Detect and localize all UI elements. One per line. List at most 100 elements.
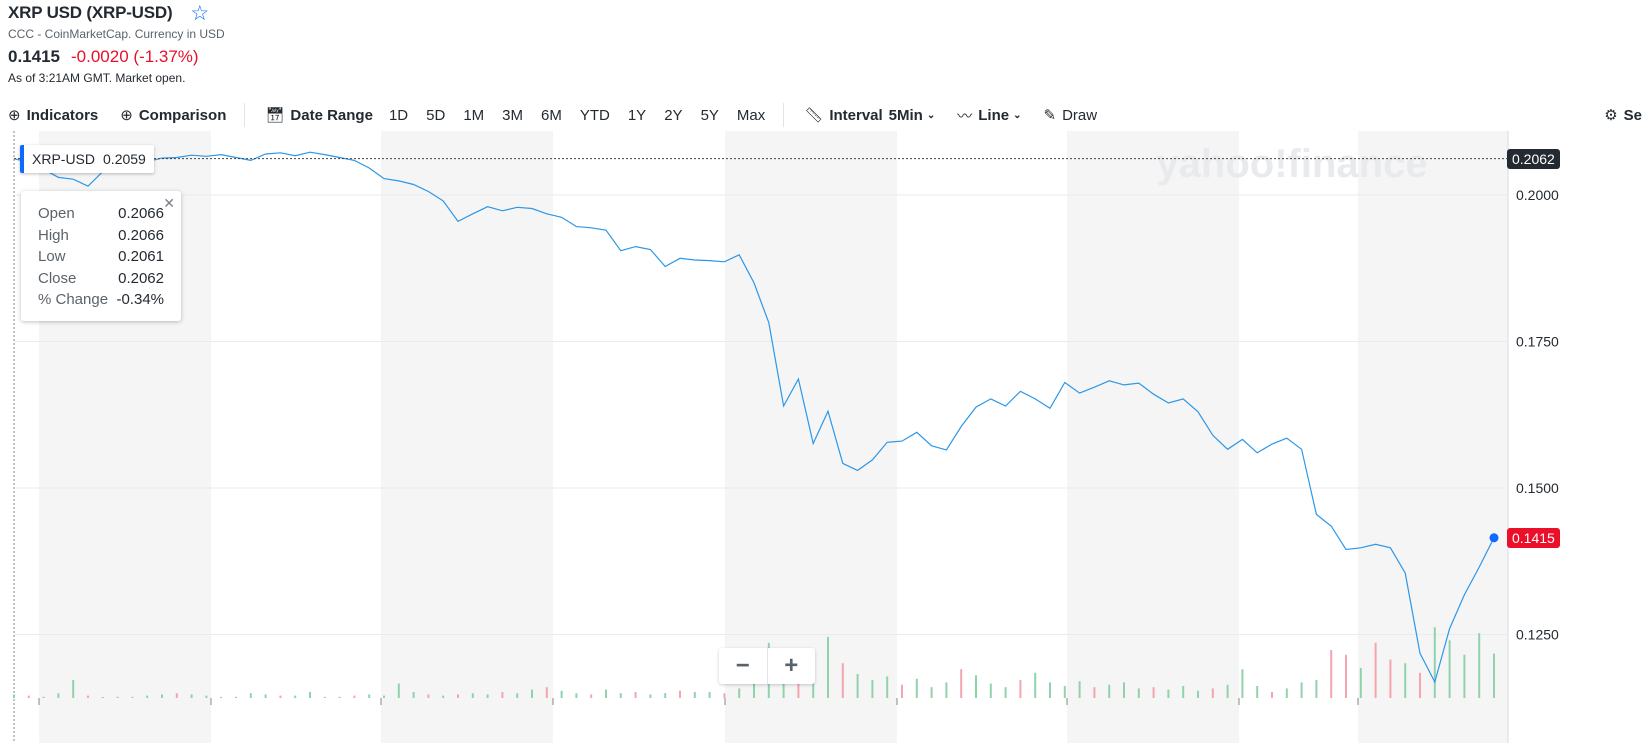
crosshair-price-tag: 0.2062	[1507, 148, 1560, 169]
date-range-label: Date Range	[290, 106, 373, 124]
range-5y[interactable]: 5Y	[700, 106, 719, 124]
volume-bar	[1374, 642, 1377, 698]
range-ytd[interactable]: YTD	[579, 106, 610, 124]
chart-type-dropdown[interactable]: 〰 Line ⌄	[957, 105, 1021, 126]
plus-circle-icon: ⊕	[120, 107, 133, 124]
volume-bar	[708, 692, 711, 698]
range-3m[interactable]: 3M	[502, 106, 523, 124]
volume-bar	[13, 694, 15, 698]
volume-bar	[1271, 692, 1273, 698]
volume-bar	[1078, 681, 1081, 698]
pencil-icon: ✎	[1043, 107, 1057, 124]
volume-bar	[1049, 682, 1051, 698]
volume-bar	[1359, 668, 1362, 698]
volume-bar	[1256, 686, 1259, 698]
volume-bar	[1389, 659, 1392, 698]
volume-bar	[753, 670, 755, 698]
volume-bar	[205, 695, 208, 698]
volume-bar	[738, 688, 741, 698]
draw-button[interactable]: ✎ Draw	[1043, 106, 1097, 125]
range-max[interactable]: Max	[736, 106, 766, 124]
volume-bar	[42, 696, 45, 698]
volume-bar	[338, 696, 341, 698]
volume-bar	[975, 675, 977, 698]
volume-bar	[915, 678, 918, 698]
volume-bar	[57, 693, 60, 698]
range-1m[interactable]: 1M	[463, 106, 485, 124]
symbol-title: XRP USD (XRP-USD)	[8, 3, 173, 22]
volume-bar	[368, 694, 371, 698]
indicators-button[interactable]: ⊕ Indicators	[8, 106, 98, 125]
close-icon[interactable]: ✕	[163, 195, 175, 211]
range-6m[interactable]: 6M	[541, 106, 562, 124]
volume-bar	[131, 696, 134, 698]
ohlc-tooltip: ✕ Open 0.2066 High 0.2066 Low 0.2061 Close 0…	[21, 191, 181, 321]
volume-bar	[945, 682, 948, 698]
volume-bar	[856, 674, 859, 698]
volume-bar	[1419, 672, 1421, 698]
volume-bar	[501, 692, 504, 698]
last-price-tag: 0.1415	[1507, 527, 1560, 548]
volume-bar	[471, 693, 474, 698]
volume-bar	[1330, 650, 1333, 698]
tooltip-pct-change: % Change -0.34%	[38, 291, 164, 308]
tooltip-value: -0.34%	[116, 291, 164, 308]
settings-button[interactable]: ⚙ Se	[1604, 106, 1642, 125]
zoom-out-button[interactable]: −	[735, 652, 750, 679]
tooltip-value: 0.2062	[118, 270, 164, 287]
volume-bar	[989, 683, 992, 698]
calendar-icon: 📅︎	[265, 107, 285, 124]
volume-bar	[1226, 684, 1229, 698]
volume-bar	[516, 693, 519, 698]
volume-bar	[560, 690, 563, 698]
quote-header: XRP USD (XRP-USD) ☆ CCC - CoinMarketCap.…	[8, 1, 225, 86]
volume-bar	[1315, 680, 1318, 698]
volume-bar	[886, 676, 889, 698]
tooltip-label: Close	[38, 270, 77, 287]
tooltip-open: Open 0.2066	[38, 205, 164, 222]
interval-value: 5Min	[888, 106, 923, 124]
tooltip-label: High	[38, 227, 69, 244]
y-tick-label: 0.1250	[1516, 627, 1559, 643]
volume-bar	[1182, 686, 1185, 698]
volume-bar	[1404, 663, 1407, 698]
tooltip-label: % Change	[38, 291, 109, 308]
quote-source: CCC - CoinMarketCap. Currency in USD	[8, 27, 225, 41]
range-1d[interactable]: 1D	[388, 106, 409, 124]
volume-bar	[634, 692, 637, 698]
volume-bar	[960, 669, 963, 698]
volume-bar	[871, 680, 874, 698]
volume-bar	[901, 684, 903, 698]
tooltip-value: 0.2066	[118, 205, 164, 222]
interval-label: Interval	[829, 106, 883, 124]
interval-dropdown[interactable]: 📏︎ Interval 5Min ⌄	[804, 106, 936, 125]
zoom-in-button[interactable]: +	[766, 648, 816, 684]
price-chart[interactable]: yahoo!finance 0.2000 0.1750 0.1500 0.1250	[0, 131, 1642, 743]
volume-bar	[545, 687, 548, 698]
volume-bar	[309, 692, 311, 698]
volume-bar	[1211, 688, 1214, 698]
volume-bar	[146, 695, 149, 698]
volume-bar	[279, 695, 282, 698]
volume-bar	[1448, 640, 1451, 698]
range-5d[interactable]: 5D	[426, 106, 446, 124]
comparison-button[interactable]: ⊕ Comparison	[120, 106, 226, 125]
x-axis-ticks	[38, 698, 1359, 705]
volume-bar	[294, 695, 297, 698]
volume-bar	[1167, 689, 1170, 698]
volume-bar	[1241, 669, 1244, 698]
star-icon[interactable]: ☆	[190, 1, 210, 25]
range-2y[interactable]: 2Y	[664, 106, 683, 124]
tooltip-high: High 0.2066	[38, 227, 164, 244]
volume-bar	[87, 695, 89, 698]
date-range-button[interactable]: 📅︎ Date Range	[265, 106, 373, 125]
series-tag[interactable]: XRP-USD 0.2059	[20, 145, 154, 173]
volume-bar	[723, 693, 726, 698]
time-bands	[39, 131, 1508, 743]
chart-type-label: Line	[978, 106, 1010, 124]
range-1y[interactable]: 1Y	[627, 106, 647, 124]
volume-bar	[1285, 688, 1288, 698]
chevron-down-icon: ⌄	[926, 109, 936, 121]
y-axis-labels: 0.2000 0.1750 0.1500 0.1250	[1516, 187, 1559, 643]
chart-toolbar: ⊕ Indicators ⊕ Comparison 📅︎ Date Range …	[0, 100, 1642, 130]
